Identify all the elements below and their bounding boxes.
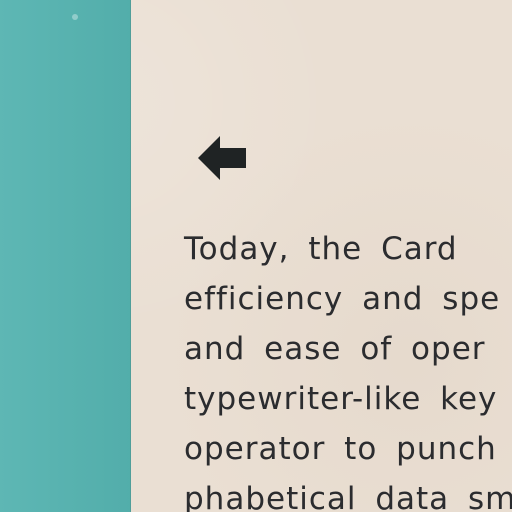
left-arrow-icon: [198, 136, 246, 180]
text-line-4: typewriter-like key: [184, 381, 498, 417]
text-line-6: phabetical data sm: [184, 481, 512, 512]
teal-margin-band: [0, 0, 131, 512]
text-line-5: operator to punch: [184, 431, 497, 467]
text-line-2: efficiency and spe: [184, 281, 501, 317]
text-line-3: and ease of oper: [184, 331, 486, 367]
document-text: Today, the Card efficiency and spe and e…: [184, 224, 512, 512]
paper-speck: [72, 14, 78, 20]
text-line-1: Today, the Card: [184, 231, 458, 267]
